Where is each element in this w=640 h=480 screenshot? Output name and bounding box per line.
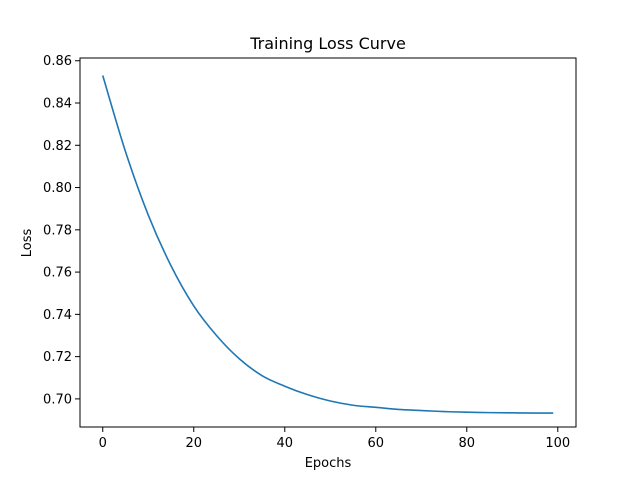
y-tick-label: 0.78 [43, 223, 72, 238]
x-tick-label: 60 [368, 436, 385, 451]
plot-area [101, 75, 554, 414]
plot-frame [79, 57, 577, 428]
x-tick-label: 40 [276, 436, 293, 451]
chart-title: Training Loss Curve [249, 34, 406, 53]
y-axis: 0.70 0.72 0.74 0.76 0.78 0.80 0.82 0.84 0.86 [43, 54, 80, 407]
x-tick-label: 20 [185, 436, 202, 451]
y-tick-label: 0.76 [43, 266, 72, 281]
x-tick-label: 100 [545, 436, 570, 451]
y-tick-label: 0.74 [43, 308, 72, 323]
series-line-loss [101, 75, 554, 414]
y-tick-label: 0.72 [43, 350, 72, 365]
x-tick-label: 80 [459, 436, 476, 451]
x-axis-label: Epochs [305, 456, 352, 471]
y-tick-label: 0.86 [43, 54, 72, 69]
y-tick-label: 0.70 [43, 392, 72, 407]
y-tick-label: 0.84 [43, 97, 72, 112]
y-tick-label: 0.80 [43, 181, 72, 196]
x-tick-label: 0 [99, 436, 107, 451]
y-tick-label: 0.82 [43, 139, 72, 154]
x-axis: 0 20 40 60 80 100 [99, 427, 570, 451]
y-axis-label: Loss [20, 229, 35, 258]
